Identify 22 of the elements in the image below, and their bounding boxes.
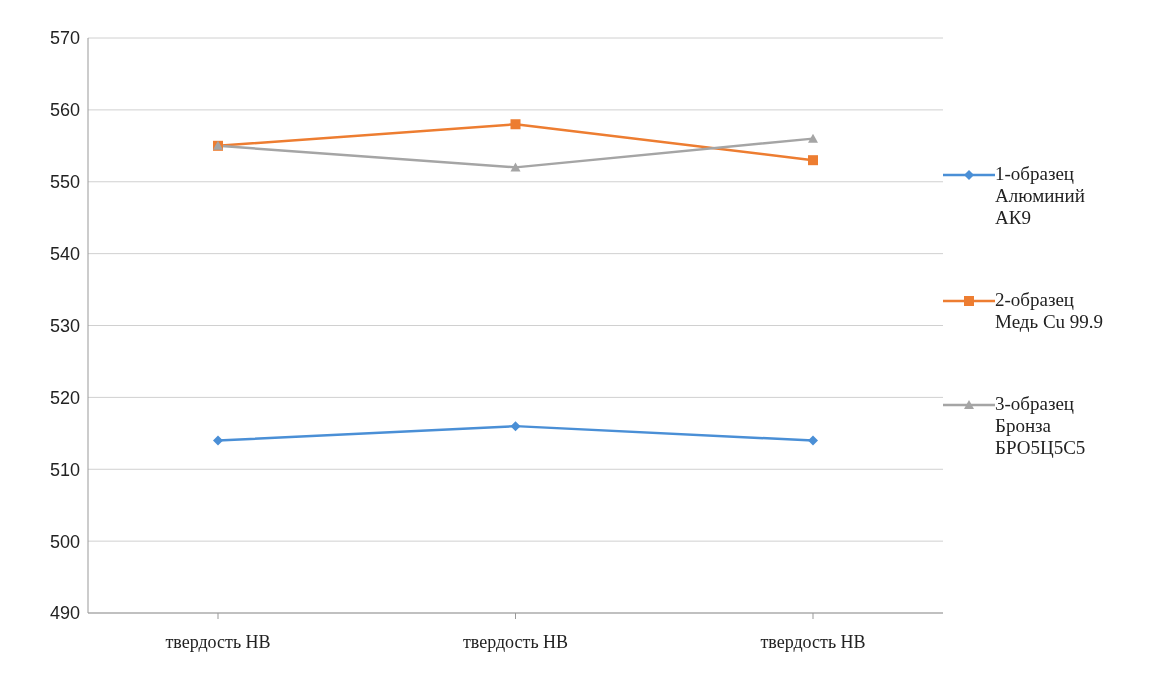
y-tick-label: 510: [49, 459, 80, 480]
y-tick-label: 520: [49, 387, 80, 408]
x-tick-label: твердость НВ: [462, 631, 569, 652]
point: [808, 155, 818, 166]
x-tick-label: твердость НВ: [760, 631, 866, 652]
legend-label: 2-образец Медь Cu 99.9: [995, 288, 1105, 333]
point: [510, 421, 521, 432]
y-tick-label: 570: [49, 28, 80, 49]
x-tick-label: твердость НВ: [165, 631, 271, 652]
point: [510, 162, 521, 172]
y-tick-label: 500: [49, 531, 80, 552]
legend-label: 1-образец Алюминий АК9: [995, 162, 1086, 229]
y-tick-label: 490: [49, 603, 80, 624]
y-tick-label: 560: [49, 100, 80, 121]
y-tick-label: 550: [49, 172, 80, 193]
legend-label: 3-образец Бронза БРО5Ц5С5: [995, 392, 1087, 459]
y-tick-label: 530: [49, 315, 80, 336]
y-tick-label: 540: [49, 244, 80, 265]
point: [808, 435, 818, 446]
point: [510, 119, 521, 130]
point: [213, 435, 223, 446]
point: [808, 133, 818, 143]
